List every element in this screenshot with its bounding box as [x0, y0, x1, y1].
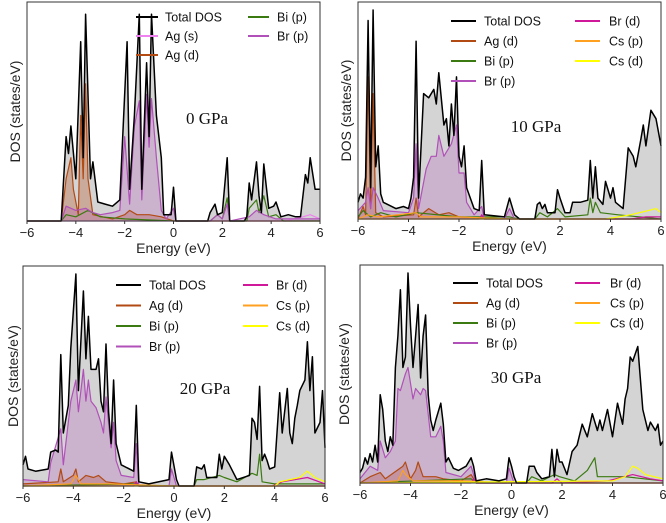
- legend-label: Total DOS: [486, 277, 543, 291]
- series-line: [357, 9, 662, 220]
- x-axis-label: Energy (eV): [472, 238, 547, 254]
- x-tick-label: 0: [508, 487, 515, 502]
- x-tick-label: −6: [20, 225, 35, 240]
- x-tick-label: 6: [657, 223, 664, 238]
- series-fill-area: [358, 125, 661, 219]
- legend-label: Cs (p): [610, 297, 644, 311]
- legend-label: Total DOS: [149, 279, 206, 293]
- series-fill-area: [23, 274, 325, 486]
- series-line: [22, 468, 325, 487]
- x-tick-label: 4: [271, 490, 278, 505]
- legend: Total DOS Ag (d) Bi (p) Br (p) Br (d) Cs (p) C…: [453, 277, 644, 351]
- x-tick-label: 6: [659, 487, 666, 502]
- x-tick-label: −6: [16, 490, 31, 505]
- x-tick-label: −4: [401, 223, 416, 238]
- series-line: [359, 465, 664, 484]
- x-axis-label: Energy (eV): [474, 502, 549, 518]
- pressure-label: 0 GPa: [186, 109, 228, 128]
- x-tick-label: 0: [170, 225, 177, 240]
- legend: Total DOS Ag (d) Bi (p) Br (p) Br (d) Cs (p) C…: [116, 279, 310, 354]
- x-tick-label: −4: [68, 225, 83, 240]
- series-line: [27, 83, 320, 222]
- legend-label: Br (p): [277, 30, 308, 44]
- legend-label: Total DOS: [165, 11, 222, 25]
- legend-label: Bi (p): [484, 55, 514, 69]
- x-tick-label: −2: [117, 225, 132, 240]
- legend-label: Bi (p): [486, 317, 516, 331]
- x-tick-label: 6: [321, 490, 328, 505]
- x-tick-label: −2: [116, 490, 131, 505]
- x-tick-label: 2: [219, 225, 226, 240]
- pressure-label: 30 GPa: [491, 368, 542, 387]
- legend-label: Cs (p): [276, 299, 310, 313]
- x-tick-label: 4: [268, 225, 275, 240]
- series-fill-area: [27, 14, 320, 222]
- x-axis-label: Energy (eV): [137, 505, 212, 521]
- x-tick-label: −6: [353, 487, 368, 502]
- legend-label: Total DOS: [484, 15, 541, 29]
- y-axis-label: DOS (states/eV): [338, 60, 354, 162]
- series-fill-area: [358, 10, 661, 219]
- series-fill-area: [360, 273, 663, 483]
- series-line: [360, 474, 664, 484]
- x-tick-label: −6: [351, 223, 366, 238]
- legend: Total DOS Ag (d) Bi (p) Br (p) Br (d) Cs (p) C…: [451, 15, 643, 89]
- x-tick-label: 4: [607, 223, 614, 238]
- legend-label: Br (p): [486, 337, 517, 351]
- legend-label: Br (d): [276, 279, 307, 293]
- x-tick-label: 0: [506, 223, 513, 238]
- pressure-label: 10 GPa: [511, 117, 562, 136]
- legend-label: Cs (d): [609, 55, 643, 69]
- series-line: [359, 272, 664, 484]
- legend-label: Bi (p): [277, 11, 307, 25]
- legend-label: Br (p): [149, 340, 180, 354]
- legend-label: Ag (d): [149, 299, 183, 313]
- legend-label: Br (p): [484, 75, 515, 89]
- series-fill-area: [23, 469, 325, 486]
- dos-panel: −6 −4 −2 0 2 4 6 Energy (eV) DOS (states/eV) 0 GP…: [7, 1, 324, 256]
- x-tick-label: 2: [556, 223, 563, 238]
- legend-label: Cs (d): [276, 320, 310, 334]
- series-line: [359, 461, 663, 484]
- series-line: [357, 124, 661, 220]
- x-axis-label: Energy (eV): [136, 240, 211, 256]
- x-tick-label: 0: [170, 490, 177, 505]
- legend-label: Cs (d): [610, 317, 644, 331]
- series-fill-area: [27, 83, 320, 221]
- series-line: [359, 366, 663, 484]
- x-tick-label: 6: [316, 225, 323, 240]
- legend-label: Br (d): [609, 15, 640, 29]
- y-axis-label: DOS (states/eV): [336, 323, 352, 425]
- x-tick-label: −4: [403, 487, 418, 502]
- legend-label: Ag (d): [486, 297, 520, 311]
- pressure-label: 20 GPa: [180, 379, 231, 398]
- x-tick-label: −2: [454, 487, 469, 502]
- series-fill-area: [23, 369, 325, 486]
- legend-label: Ag (d): [165, 49, 199, 63]
- series-line: [357, 76, 661, 220]
- legend-label: Ag (d): [484, 35, 518, 49]
- series-fill-area: [360, 462, 663, 483]
- x-tick-label: −4: [66, 490, 81, 505]
- series-fill-area: [360, 367, 663, 483]
- series-line: [357, 197, 662, 220]
- dos-panel: −6 −4 −2 0 2 4 6 Energy (eV) DOS (states/eV) 10 G…: [338, 1, 665, 254]
- x-tick-label: 2: [558, 487, 565, 502]
- dos-panel: −6 −4 −2 0 2 4 6 Energy (eV) DOS (states/eV) 30 G…: [336, 264, 666, 518]
- legend-label: Ag (s): [165, 30, 198, 44]
- x-tick-label: 4: [609, 487, 616, 502]
- y-axis-label: DOS (states/eV): [5, 325, 21, 427]
- dos-panel: −6 −4 −2 0 2 4 6 Energy (eV) DOS (states/eV) 20 G…: [5, 265, 329, 521]
- legend-label: Br (d): [610, 277, 641, 291]
- y-axis-label: DOS (states/eV): [7, 61, 23, 163]
- legend-label: Cs (p): [609, 35, 643, 49]
- legend-label: Bi (p): [149, 320, 179, 334]
- x-tick-label: −2: [452, 223, 467, 238]
- x-tick-label: 2: [221, 490, 228, 505]
- series-line: [27, 195, 320, 222]
- series-line: [27, 13, 320, 222]
- legend: Total DOS Ag (s) Ag (d) Bi (p) Br (p): [136, 11, 308, 63]
